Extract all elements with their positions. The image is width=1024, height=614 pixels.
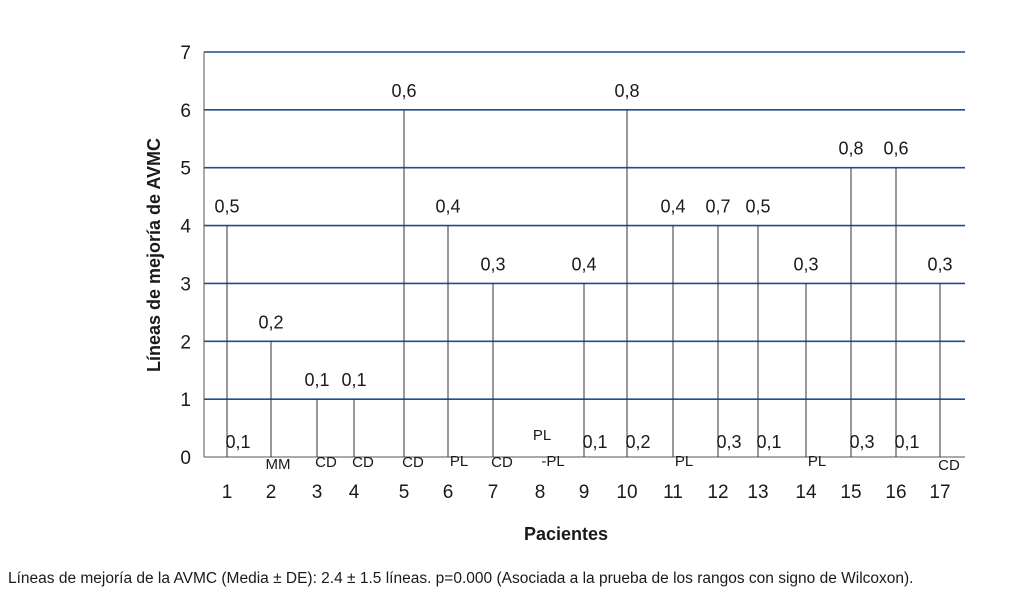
y-tick-label: 6: [180, 101, 191, 122]
x-tick-label: 4: [349, 482, 360, 503]
top-label: 0,2: [258, 312, 283, 332]
x-tick-label: 3: [312, 482, 323, 503]
top-label: 0,4: [660, 197, 685, 217]
x-tick-label: 13: [747, 482, 768, 503]
x-tick-label: 17: [929, 482, 950, 503]
bottom-label: 0,1: [225, 432, 250, 452]
bottom-label: CD: [315, 454, 337, 471]
top-label: 0,4: [571, 254, 596, 274]
top-labels: 0,5 0,2 0,1 0,1 0,6 0,4 0,3 0,4 0,8 0,4 0,7 0,5 0,3 0…: [214, 81, 952, 444]
top-label: 0,4: [435, 197, 460, 217]
top-label: 0,8: [838, 139, 863, 159]
x-tick-label: 16: [885, 482, 906, 503]
bottom-label: CD: [352, 454, 374, 471]
x-tick-label: 10: [616, 482, 637, 503]
bottom-label: 0,2: [625, 432, 650, 452]
top-label: 0,5: [745, 197, 770, 217]
top-label: 0,5: [214, 197, 239, 217]
bottom-label: 0,1: [582, 432, 607, 452]
bottom-label: PL: [675, 453, 693, 470]
top-label: 0,3: [793, 254, 818, 274]
y-tick-label: 5: [180, 159, 191, 180]
y-tick-labels: 0 1 2 3 4 5 6 7: [180, 43, 191, 469]
y-tick-label: 1: [180, 390, 191, 411]
top-label: 0,3: [480, 254, 505, 274]
x-tick-label: 14: [795, 482, 817, 503]
bottom-label: 0,1: [894, 432, 919, 452]
bars: [226, 109, 941, 457]
bottom-label: 0,3: [849, 432, 874, 452]
y-tick-label: 4: [180, 217, 191, 238]
patient8-top-label: PL: [533, 427, 551, 444]
y-axis-title: Líneas de mejoría de AVMC: [144, 138, 164, 372]
bottom-label: -PL: [541, 453, 564, 470]
x-tick-label: 11: [663, 482, 683, 503]
y-tick-label: 0: [180, 448, 191, 469]
x-tick-label: 2: [266, 482, 277, 503]
bottom-label: MM: [266, 456, 291, 473]
bottom-label: 0,1: [756, 432, 781, 452]
x-axis-title: Pacientes: [524, 524, 608, 544]
bottom-label: CD: [491, 454, 513, 471]
chart-caption: Líneas de mejoría de la AVMC (Media ± DE…: [8, 570, 914, 587]
x-tick-label: 1: [222, 482, 233, 503]
bottom-label: CD: [402, 454, 424, 471]
x-tick-label: 12: [707, 482, 728, 503]
top-label: 0,8: [614, 81, 639, 101]
bottom-label: CD: [938, 457, 960, 474]
top-label: 0,3: [927, 254, 952, 274]
top-label: 0,6: [883, 139, 908, 159]
bottom-label: PL: [808, 453, 826, 470]
bottom-label: PL: [450, 453, 468, 470]
y-tick-label: 3: [180, 274, 191, 295]
x-tick-label: 9: [579, 482, 590, 503]
x-tick-label: 5: [399, 482, 410, 503]
top-label: 0,7: [705, 197, 730, 217]
x-tick-label: 7: [488, 482, 499, 503]
y-tick-label: 7: [180, 43, 191, 64]
top-label: 0,1: [341, 370, 366, 390]
x-tick-labels: 1 2 3 4 5 6 7 8 9 10 11 12 13 14 15 16 17: [222, 482, 951, 503]
bottom-labels: 0,1 MM CD CD CD PL CD -PL 0,1 0,2 PL 0,3 0,1 PL 0,3 0,1…: [225, 432, 960, 474]
x-tick-label: 8: [535, 482, 546, 503]
bottom-label: 0,3: [716, 432, 741, 452]
x-tick-label: 15: [840, 482, 861, 503]
y-tick-label: 2: [180, 332, 191, 353]
top-label: 0,1: [304, 370, 329, 390]
top-label: 0,6: [391, 81, 416, 101]
x-tick-label: 6: [443, 482, 454, 503]
